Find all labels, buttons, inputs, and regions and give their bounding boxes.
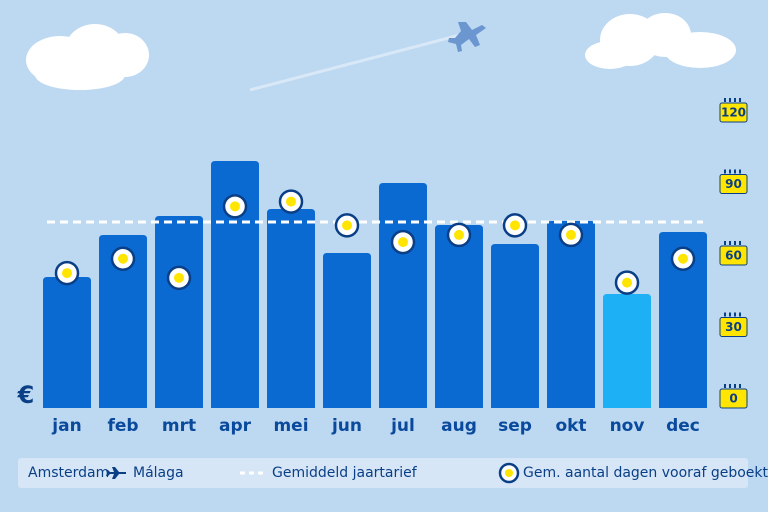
y-label: € bbox=[17, 381, 35, 409]
x-tick-label: okt bbox=[555, 416, 586, 436]
clouds bbox=[26, 13, 736, 90]
dot-inner bbox=[118, 253, 128, 264]
route-to: Málaga bbox=[133, 465, 184, 481]
bar bbox=[603, 294, 651, 408]
y2-tick-label: 90 bbox=[725, 177, 742, 191]
x-tick-label: jan bbox=[51, 416, 81, 436]
tick-icon bbox=[719, 102, 748, 123]
bar bbox=[379, 183, 427, 408]
tick-icon bbox=[719, 174, 748, 194]
y2-tick-label: 0 bbox=[729, 392, 737, 406]
bar bbox=[155, 216, 203, 408]
bar bbox=[43, 277, 91, 408]
dot-inner bbox=[566, 229, 576, 240]
x-tick-label: mei bbox=[273, 416, 308, 436]
legend-dot-inner bbox=[505, 469, 513, 477]
x-tick-label: jul bbox=[390, 416, 415, 436]
tick-icon bbox=[719, 388, 748, 409]
bar bbox=[323, 253, 371, 408]
bar bbox=[659, 232, 707, 408]
y2-tick-label: 30 bbox=[725, 320, 742, 334]
airplane bbox=[448, 22, 486, 52]
x-tick-label: feb bbox=[107, 416, 138, 436]
x-tick-label: dec bbox=[666, 416, 700, 436]
bar bbox=[435, 225, 483, 408]
x-tick-label: aug bbox=[441, 416, 477, 436]
legend-series: Gem. aantal dagen vooraf geboekt bbox=[523, 465, 768, 481]
route-from: Amsterdam bbox=[28, 465, 109, 481]
y2-tick-label: 120 bbox=[721, 106, 746, 120]
x-tick-label: mrt bbox=[162, 416, 196, 436]
dot-inner bbox=[454, 229, 464, 240]
tick-icon bbox=[719, 317, 748, 337]
bar bbox=[491, 244, 539, 408]
y2-tick-label: 60 bbox=[725, 249, 742, 263]
dot-inner bbox=[62, 268, 72, 279]
dot-inner bbox=[286, 196, 296, 207]
x-tick-label: sep bbox=[498, 416, 532, 436]
dot-inner bbox=[398, 237, 408, 248]
dot-inner bbox=[174, 272, 184, 283]
legend bbox=[18, 458, 748, 488]
tick-icon bbox=[719, 245, 748, 266]
x-tick-label: apr bbox=[219, 416, 252, 436]
dot-inner bbox=[510, 220, 520, 231]
contrail bbox=[249, 33, 461, 92]
dot-inner bbox=[678, 253, 688, 264]
dot-inner bbox=[622, 277, 632, 288]
dot-inner bbox=[342, 220, 352, 231]
x-tick-label: nov bbox=[610, 416, 645, 436]
legend-average: Gemiddeld jaartarief bbox=[272, 465, 418, 481]
bar bbox=[99, 235, 147, 408]
plane-icon bbox=[106, 467, 126, 479]
bar bbox=[547, 221, 595, 408]
x-tick-label: jun bbox=[331, 416, 362, 436]
bar bbox=[267, 209, 315, 408]
dot-inner bbox=[230, 201, 240, 212]
